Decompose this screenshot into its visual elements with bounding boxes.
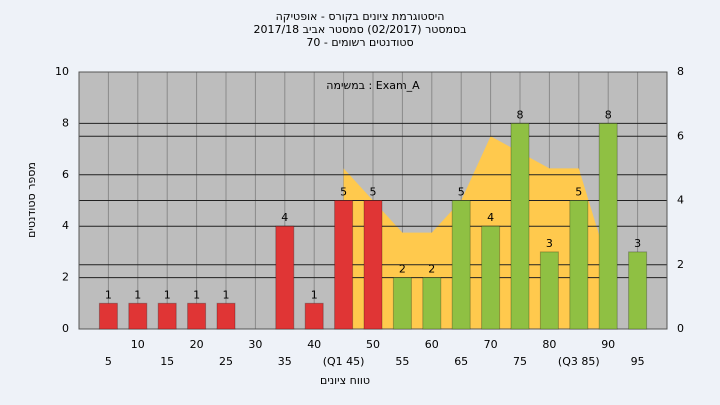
x-axis-label: טווח ציונים	[320, 374, 370, 387]
x-tick-label: 70	[484, 338, 498, 351]
y-tick-label: 2	[62, 271, 69, 284]
x-tick-label: 75	[513, 355, 527, 368]
data-label: 5	[575, 186, 582, 199]
data-label: 5	[370, 186, 377, 199]
y2-tick-label: 2	[677, 258, 684, 271]
data-label: 5	[340, 186, 347, 199]
x-tick-label: (Q1 45)	[323, 355, 365, 368]
x-tick-label: 20	[190, 338, 204, 351]
y-axis-label: מספר סטודנטים	[25, 162, 38, 238]
data-label: 8	[605, 108, 612, 121]
y2-tick-label: 6	[677, 129, 684, 142]
bar	[422, 277, 442, 330]
x-tick-label: 55	[395, 355, 409, 368]
bar	[481, 225, 501, 330]
x-tick-label: 10	[131, 338, 145, 351]
data-label: 5	[458, 186, 465, 199]
data-label: 1	[311, 288, 318, 301]
y2-tick-label: 4	[677, 194, 684, 207]
data-label: 3	[634, 237, 641, 250]
bar	[451, 200, 471, 330]
x-tick-label: (Q3 85)	[558, 355, 600, 368]
y-tick-label: 0	[62, 322, 69, 335]
x-tick-label: 15	[160, 355, 174, 368]
x-tick-label: 35	[278, 355, 292, 368]
bar	[304, 302, 324, 330]
y-tick-label: 4	[62, 219, 69, 232]
data-label: 1	[105, 288, 112, 301]
data-label: 1	[164, 288, 171, 301]
data-label: 2	[399, 263, 406, 276]
bar	[510, 122, 530, 330]
bar	[628, 251, 648, 330]
data-label: 8	[517, 108, 524, 121]
y-tick-label: 8	[62, 116, 69, 129]
bar	[275, 225, 295, 330]
bar	[569, 200, 589, 330]
data-label: 4	[281, 211, 288, 224]
y2-tick-label: 8	[677, 65, 684, 78]
x-tick-label: 95	[631, 355, 645, 368]
data-label: 2	[428, 263, 435, 276]
data-label: 1	[193, 288, 200, 301]
x-tick-label: 80	[542, 338, 556, 351]
y-tick-label: 6	[62, 168, 69, 181]
x-tick-label: 25	[219, 355, 233, 368]
x-tick-label: 90	[601, 338, 615, 351]
bar	[334, 200, 354, 330]
data-label: 1	[134, 288, 141, 301]
bar	[539, 251, 559, 330]
data-label: 3	[546, 237, 553, 250]
bar	[598, 122, 618, 330]
y2-tick-label: 0	[677, 322, 684, 335]
bar	[216, 302, 236, 330]
data-label: 4	[487, 211, 494, 224]
x-tick-label: 30	[248, 338, 262, 351]
bar	[157, 302, 177, 330]
title-line: היסטוגרמת ציונים בקורס - אופטיקה	[276, 10, 445, 23]
title-line: בסמסטר (02/2017) סמסטר אביב 2017/18	[253, 23, 466, 36]
title-line: סטודנטים רשומים - 70	[306, 36, 413, 49]
bar	[98, 302, 118, 330]
x-tick-label: 65	[454, 355, 468, 368]
bar	[128, 302, 148, 330]
x-tick-label: 50	[366, 338, 380, 351]
x-tick-label: 60	[425, 338, 439, 351]
bar	[392, 277, 412, 330]
x-tick-label: 40	[307, 338, 321, 351]
data-label: 1	[223, 288, 230, 301]
bar	[363, 200, 383, 330]
x-tick-label: 5	[105, 355, 112, 368]
bar	[187, 302, 207, 330]
y-tick-label: 10	[55, 65, 69, 78]
